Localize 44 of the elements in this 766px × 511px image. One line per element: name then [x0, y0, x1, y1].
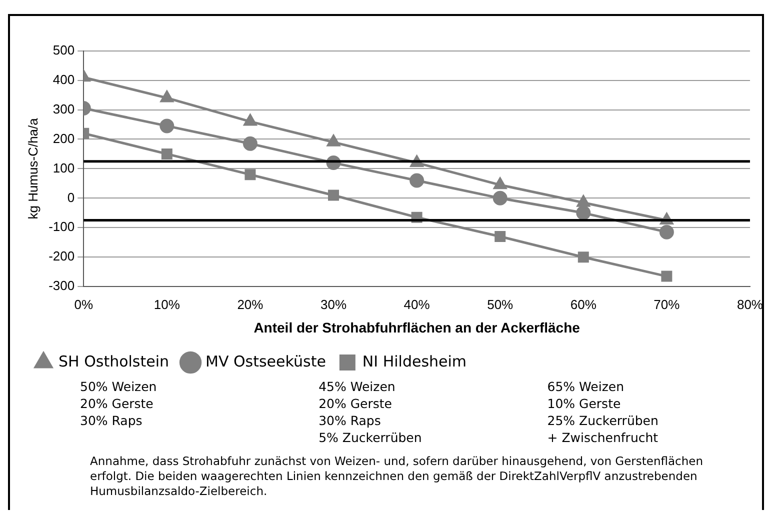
point: [494, 231, 506, 242]
point: [327, 134, 340, 146]
text: Annahme, dass Strohabfuhr zunächst von Weizen- und, sofern darüber hinausgehend, von Gerstenflächen erfolgt. Die beiden waagerechten Linien kennzeichnen den gemäß der DirektZahlVerpflV anzustrebenden Humusbilanzsaldo-Zielbereich.: [89, 453, 704, 499]
x-tick-label: 10%: [154, 296, 180, 312]
legend-label: NI Hildesheim: [362, 352, 467, 370]
y-tick-label: 100: [52, 160, 75, 176]
text: 45% Weizen 20% Gerste 30% Raps 5% Zuckerrüben: [318, 378, 423, 446]
point: [328, 190, 339, 201]
text: 50% Weizen 20% Gerste 30% Raps: [80, 378, 158, 430]
x-tick-label: 60%: [570, 296, 597, 312]
x-tick-label: 50%: [487, 296, 514, 312]
point: [244, 169, 256, 180]
point: [492, 190, 508, 206]
point: [661, 270, 672, 282]
point: [242, 136, 258, 151]
legend-label: MV Ostseeküste: [206, 352, 326, 370]
x-tick-label: 70%: [654, 296, 680, 312]
point: [576, 206, 591, 220]
point: [410, 173, 424, 188]
x-tick-label: 30%: [320, 296, 347, 312]
y-tick-label: -200: [48, 248, 75, 264]
y-tick-label: 500: [52, 42, 75, 58]
point: [576, 195, 590, 207]
y-tick-label: 200: [52, 130, 75, 146]
x-tick-label: 20%: [237, 296, 264, 312]
point: [161, 148, 172, 160]
point: [244, 114, 257, 126]
x-tick-label: 40%: [404, 296, 430, 312]
point: [659, 224, 674, 240]
legend-label: SH Ostholstein: [58, 352, 170, 370]
text: 65% Weizen 10% Gerste 25% Zuckerrüben + Zwischenfrucht: [547, 378, 660, 446]
x-tick-label: 0%: [74, 296, 94, 312]
y-tick-label: -300: [48, 278, 75, 294]
x-axis-title: Anteil der Strohabfuhrflächen an der Ackerfläche: [254, 319, 580, 336]
y-axis-title: kg Humus-C/ha/a: [25, 117, 40, 220]
y-tick-label: 0: [67, 190, 75, 205]
y-tick-label: -100: [48, 219, 75, 234]
point: [578, 252, 589, 263]
y-tick-label: 400: [52, 72, 75, 87]
point: [160, 90, 174, 102]
y-tick-label: 300: [52, 101, 75, 116]
point: [494, 178, 507, 190]
point: [160, 118, 174, 134]
x-tick-label: 80%: [736, 296, 764, 312]
